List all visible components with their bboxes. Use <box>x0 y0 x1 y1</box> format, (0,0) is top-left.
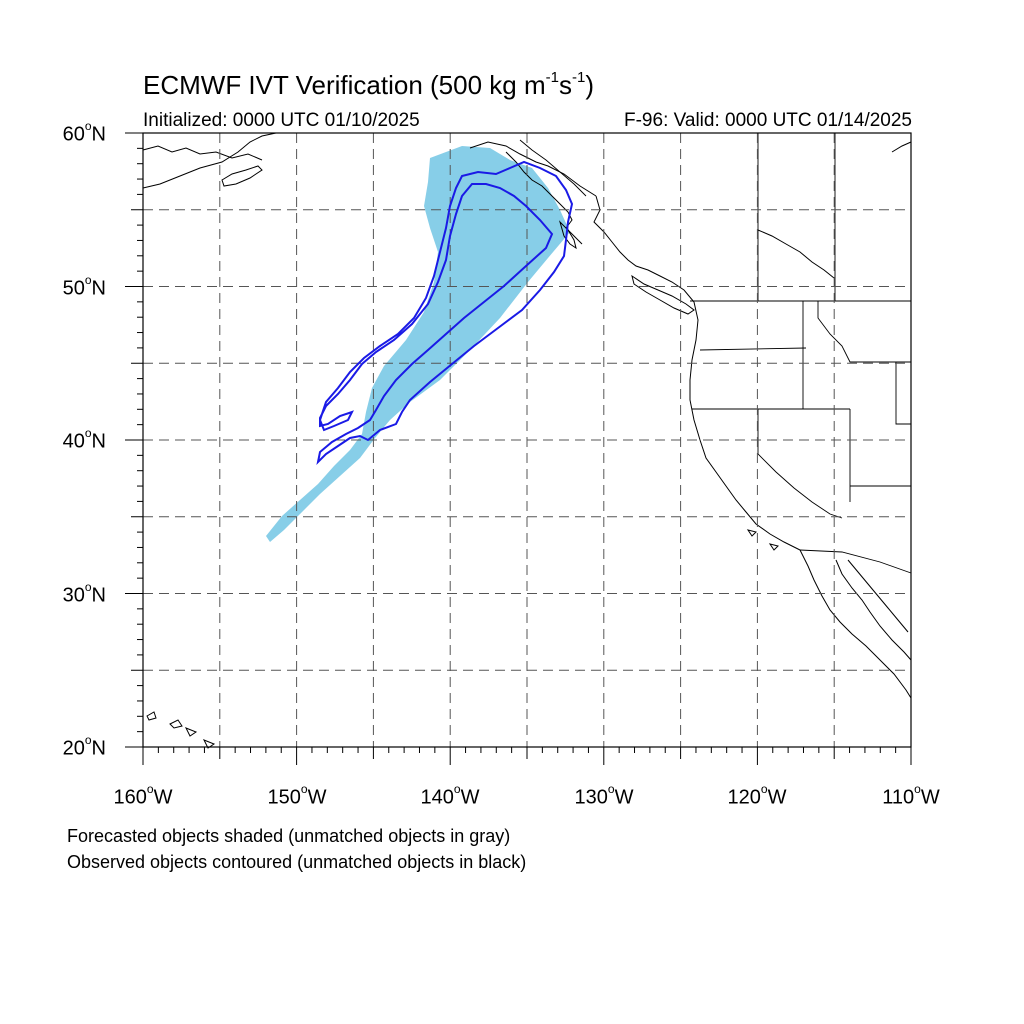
coastline-us-west <box>689 301 801 551</box>
observed-ivt-contour <box>316 160 574 466</box>
lon-label-120w: 120oW <box>727 782 787 809</box>
lat-label-30n: 30oN <box>62 580 106 607</box>
coastline-gulf-california <box>835 559 912 661</box>
lon-label-150w: 150oW <box>267 782 327 809</box>
coastline-gulf-of-alaska <box>469 141 597 197</box>
initialized-time: Initialized: 0000 UTC 01/10/2025 <box>143 110 420 131</box>
footnote-observed: Observed objects contoured (unmatched ob… <box>67 852 527 872</box>
coastlines <box>142 132 912 749</box>
lon-label-160w: 160oW <box>113 782 173 809</box>
border-washington-oregon <box>699 347 807 351</box>
coastline-kodiak <box>221 165 263 187</box>
border-montana <box>817 301 911 363</box>
axis-ticks <box>125 132 912 765</box>
map-title: ECMWF IVT Verification (500 kg m-1s-1) <box>143 69 594 100</box>
lon-label-140w: 140oW <box>420 782 480 809</box>
political-borders <box>519 133 912 574</box>
lat-label-20n: 20oN <box>62 733 106 760</box>
coastline-hawaii-1 <box>146 711 157 721</box>
observed-contour-line <box>316 160 574 466</box>
lat-label-40n: 40oN <box>62 426 106 453</box>
lat-label-50n: 50oN <box>62 273 106 300</box>
border-california-nevada <box>757 409 843 519</box>
forecast-shaded-region <box>266 146 570 542</box>
coastline-hawaii-2 <box>169 719 183 729</box>
coastline-baja-west <box>799 549 912 699</box>
coastline-hudson-edge <box>891 141 912 153</box>
border-alaska-canada <box>519 139 587 197</box>
border-wyoming <box>895 362 911 425</box>
coastline-mainland-mexico <box>847 559 909 633</box>
forecast-ivt-object <box>266 146 570 542</box>
border-us-mexico <box>799 549 912 574</box>
coastline-canada-interior <box>757 229 835 279</box>
coastline-vancouver-island <box>631 274 695 315</box>
valid-time: F-96: Valid: 0000 UTC 01/14/2025 <box>624 110 912 131</box>
coastline-channel-islands <box>746 529 779 551</box>
map-frame <box>125 132 912 765</box>
footnote-forecast: Forecasted objects shaded (unmatched obj… <box>67 826 511 846</box>
lat-label-60n: 60oN <box>62 119 106 146</box>
coastline-alaska-peninsula <box>142 145 263 161</box>
coastline-bc-inlets <box>593 195 695 303</box>
coastline-hawaii-3 <box>184 727 198 737</box>
lon-label-110w: 110oW <box>882 782 940 809</box>
coastline-alaska-south <box>142 132 277 189</box>
lon-label-130w: 130oW <box>574 782 634 809</box>
coastline-hawaii-4 <box>202 739 216 749</box>
